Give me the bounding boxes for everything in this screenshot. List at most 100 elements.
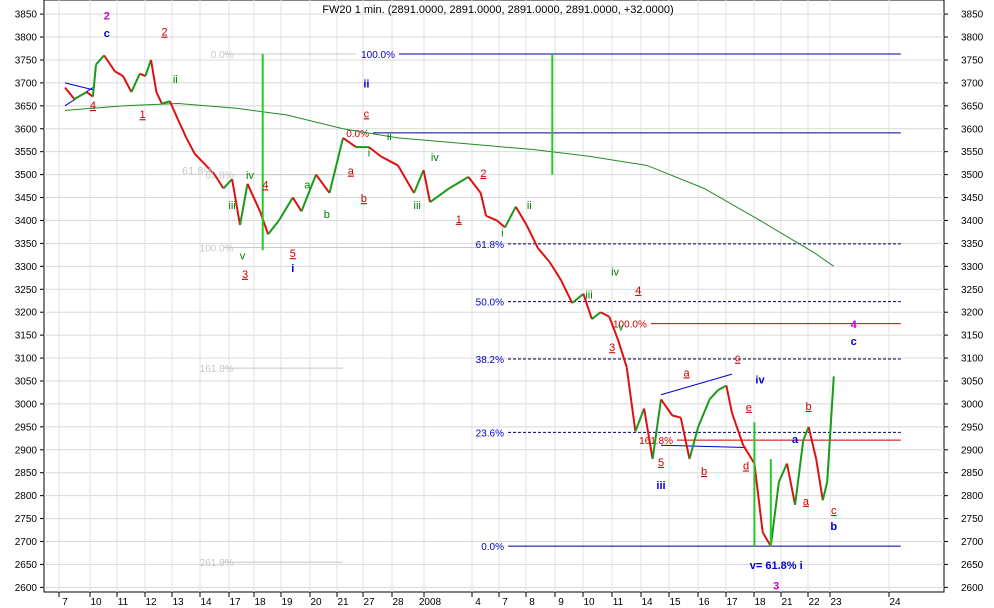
price-segment (807, 426, 818, 460)
wave-label: ii (527, 200, 532, 212)
ytick-label: 3000 (15, 399, 38, 410)
price-segment (95, 54, 105, 66)
price-segment (717, 384, 727, 392)
xtick-label: 8 (529, 597, 535, 608)
wave-label: i (368, 147, 370, 159)
price-segment (525, 224, 539, 249)
price-segment (291, 197, 303, 212)
price-segment (504, 206, 517, 228)
xtick-label: 17 (229, 597, 241, 608)
price-segment (213, 174, 225, 189)
ytick-label: 3250 (961, 285, 984, 296)
fib-level-label: 23.6% (476, 428, 504, 439)
price-segment (725, 385, 733, 414)
ytick-label: 2600 (961, 583, 984, 594)
ytick-label: 2850 (961, 468, 984, 479)
price-segment (205, 164, 216, 176)
price-segment (485, 214, 498, 222)
price-segment (826, 376, 835, 482)
price-segment (73, 91, 88, 100)
xtick-label: 23 (830, 597, 842, 608)
wave-label: i (501, 228, 503, 240)
ytick-label: 2650 (15, 560, 38, 571)
price-segment (688, 426, 700, 460)
ytick-label: 2900 (961, 445, 984, 456)
price-segment (342, 137, 357, 148)
wave-label: iv (755, 374, 765, 386)
price-segment (671, 414, 682, 419)
wave-label: c (364, 108, 370, 120)
faint-level-label: 61.8% (205, 171, 233, 182)
wave-label: b (324, 209, 330, 221)
price-segment (582, 293, 593, 320)
price-segment (537, 247, 551, 263)
xtick-label: 2008 (419, 597, 442, 608)
price-segment (168, 100, 179, 120)
faint-level-label: 0.0% (211, 50, 234, 61)
price-segment (86, 91, 94, 98)
wave-label: iii (585, 289, 592, 301)
wave-label: 1 (140, 109, 146, 121)
ytick-label: 3050 (961, 376, 984, 387)
ytick-label: 2800 (15, 491, 38, 502)
ytick-label: 2700 (961, 537, 984, 548)
price-segment (64, 86, 76, 100)
price-segment (239, 183, 249, 226)
xtick-label: 11 (613, 597, 624, 608)
wave-label: 61.8% (182, 166, 213, 178)
price-segment (617, 339, 628, 368)
price-segment (300, 174, 317, 212)
ytick-label: 2950 (961, 422, 984, 433)
ytick-label: 3150 (15, 331, 38, 342)
price-segment (155, 91, 163, 104)
ytick-label: 2850 (15, 468, 38, 479)
xtick-label: 28 (392, 597, 404, 608)
wave-label: e (746, 402, 752, 414)
price-segment (625, 367, 637, 432)
trend-line (660, 373, 733, 396)
price-segment (660, 398, 674, 416)
wave-label: v= 61.8% i (750, 560, 803, 572)
ytick-label: 3000 (961, 399, 984, 410)
price-segment (103, 54, 116, 72)
price-segment (571, 293, 585, 304)
fib-levels: 100.0%0.0%61.8%50.0%100.0%38.2%23.6%161.… (346, 50, 901, 553)
ytick-label: 3800 (961, 33, 984, 44)
y-axis-left: 2600 2650 2700 2750 2800 2850 2900 2950 3000 3050… (15, 10, 44, 594)
price-segment (177, 119, 188, 139)
vertical-markers (261, 54, 772, 547)
xtick-label: 27 (363, 597, 375, 608)
wave-label: i (291, 263, 294, 275)
ytick-label: 3300 (961, 262, 984, 273)
xtick-label: 17 (726, 597, 738, 608)
plot-area (43, 0, 945, 593)
faint-level-label: 161.8% (200, 364, 234, 375)
ytick-label: 3700 (961, 78, 984, 89)
price-segment (697, 398, 711, 428)
price-segment (259, 210, 270, 235)
wave-label: b (806, 401, 812, 413)
ytick-label: 3300 (15, 262, 38, 273)
xtick-label: 14 (200, 597, 212, 608)
ytick-label: 3350 (961, 239, 984, 250)
faint-fib-levels: 0.0% 61.8% 100.0% 161.8% 261.8% (200, 50, 478, 569)
fib-level-label: 61.8% (476, 240, 504, 251)
price-segment (161, 100, 171, 105)
price-segment (231, 179, 241, 226)
fib-level-label: 100.0% (613, 320, 647, 331)
wave-label: a (304, 179, 311, 191)
price-segment (479, 192, 488, 217)
wave-label: 4 (851, 319, 858, 331)
price-segment (467, 176, 482, 194)
x-axis: 7 10 11 12 13 14 17 18 19 20 21 27 28 2008 4 7 8 9 10 11 14 1… (58, 592, 901, 608)
ytick-label: 3850 (15, 10, 38, 21)
fib-level-label: 0.0% (346, 129, 369, 140)
price-segment (246, 183, 261, 212)
ytick-label: 3400 (15, 216, 38, 227)
price-segment (185, 137, 196, 155)
price-segment (761, 531, 772, 547)
ytick-label: 2750 (961, 514, 984, 525)
ytick-label: 3450 (15, 193, 38, 204)
faint-level-label: 100.0% (200, 244, 234, 255)
wave-label: v (240, 250, 246, 262)
